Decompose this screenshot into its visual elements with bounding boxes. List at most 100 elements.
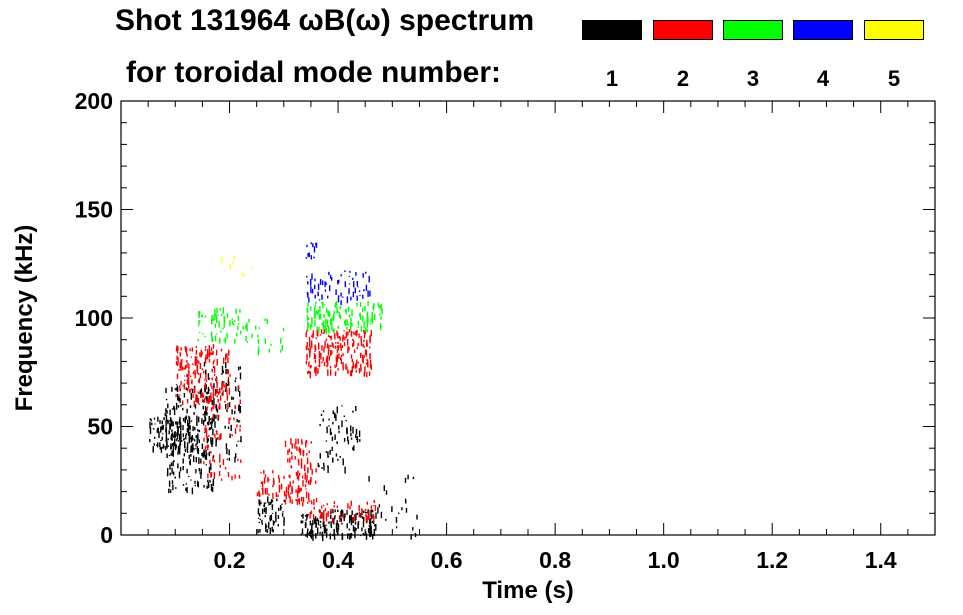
data-point-n=3-r2 [306,309,309,312]
data-point-n=2-r0 [194,371,196,379]
data-point-n=1-r1 [179,426,181,428]
data-point-n=2-r1 [213,472,215,479]
data-point-n=1-r1 [165,414,168,421]
data-point-n=1-r3 [269,515,272,522]
data-point-n=3-r2 [315,301,317,304]
data-point-n=2-r5 [315,366,317,372]
data-point-n=1-r0 [151,422,153,426]
data-point-n=2-r5 [331,350,333,355]
data-point-n=2-r5 [342,353,344,356]
data-point-n=1-r4 [354,527,356,532]
data-point-n=2-r1 [216,388,219,394]
data-point-n=2-r5 [327,369,329,376]
data-point-n=1-r4 [336,520,338,526]
data-point-n=2-r3 [288,486,290,489]
data-point-n=1-r1 [208,466,211,474]
data-point-n=1-r1 [209,479,211,483]
data-point-n=3-r2 [346,319,348,326]
data-point-n=2-r3 [297,438,299,444]
data-point-n=3-r0 [199,331,201,333]
data-point-n=2-r4 [331,508,333,510]
data-point-n=2-r4 [352,517,354,522]
data-point-n=1-r5 [356,436,359,443]
data-point-n=4-r0 [356,281,358,287]
data-point-n=3-r2 [332,315,334,322]
data-point-n=1-r5 [343,438,346,442]
legend-label-mode-5: 5 [887,66,901,91]
data-point-n=2-r4 [349,505,351,510]
data-point-n=3-r2 [321,301,323,305]
data-point-n=2-r5 [342,365,344,368]
data-point-n=2-r5 [327,350,330,356]
data-point-n=2-r5 [351,359,353,363]
data-point-n=1-r1 [173,431,176,438]
data-point-n=2-r3 [311,469,313,475]
data-point-n=2-r1 [228,384,230,386]
x-tick-label: 0.2 [214,547,246,573]
data-point-n=2-r5 [340,343,342,348]
data-point-n=2-r3 [307,480,310,485]
data-point-n=2-r0 [176,363,179,366]
data-point-n=2-r1 [229,417,232,420]
data-point-n=2-r5 [354,363,357,369]
data-point-n=1-r1 [165,408,167,413]
data-point-n=2-r1 [208,435,210,437]
data-point-n=4-r0 [325,282,327,285]
data-point-n=2-r1 [204,426,206,433]
data-point-n=1-r2 [203,361,206,367]
data-point-n=2-r0 [198,392,200,394]
data-point-n=1-r1 [198,416,200,423]
data-point-n=2-r0 [228,387,231,395]
data-point-n=2-r1 [214,404,216,409]
data-point-n=1-r1 [189,437,191,440]
data-point-n=1-r1 [200,474,202,479]
data-point-n=2-r1 [231,475,233,481]
data-point-n=1-r1 [175,384,178,386]
data-point-n=2-r1 [217,436,219,440]
data-point-n=4-r0 [349,270,351,273]
data-point-n=1-r3 [265,523,267,530]
data-point-n=1-r0 [154,423,156,425]
data-point-n=2-r0 [208,345,210,347]
data-point-n=3-r0 [229,320,231,327]
data-point-n=1-r0 [161,436,163,441]
data-point-n=2-r1 [205,427,207,433]
data-point-n=1-r4 [343,515,345,517]
data-point-n=2-r3 [285,493,287,500]
data-point-n=2-r0 [205,374,207,380]
data-point-n=1-r5 [328,418,330,421]
data-point-n=1-r1 [205,384,207,390]
data-point-n=1-r1 [206,436,208,444]
data-point-n=1-r1 [197,481,199,488]
chart-title-line2: for toroidal mode number: [126,56,501,89]
data-point-n=1-r1 [172,471,175,476]
data-point-n=2-r0 [195,358,198,362]
data-point-n=2-r1 [205,430,208,437]
data-point-n=2-r5 [338,353,340,359]
data-point-n=2-r5 [359,352,362,359]
data-point-n=2-r4 [353,514,356,520]
data-point-n=2-r5 [337,337,339,339]
data-point-n=3-r0 [211,331,213,337]
data-point-n=1-r1 [212,480,214,486]
data-point-n=2-r0 [225,353,227,361]
data-point-n=2-r5 [334,345,337,349]
data-point-n=1-r4 [317,519,320,526]
data-point-n=1-r1 [168,430,170,435]
data-point-n=4-r0 [348,288,350,295]
data-point-n=1-r2 [224,389,227,392]
data-point-n=1-r1 [196,480,199,487]
x-tick-label: 0.6 [431,547,463,573]
data-point-n=1-r4 [330,525,333,529]
data-point-n=1-r1 [199,389,201,394]
data-point-n=2-r0 [179,352,181,357]
data-point-n=2-r0 [175,348,178,352]
data-point-n=4-r0 [352,291,355,297]
data-point-n=1-r4 [340,511,342,517]
data-point-n=5-r0 [233,255,235,260]
data-point-n=1-r3 [278,507,280,511]
data-point-n=1-r1 [183,393,186,398]
data-point-n=2-r5 [350,354,353,359]
data-point-n=1-r1 [170,417,172,422]
